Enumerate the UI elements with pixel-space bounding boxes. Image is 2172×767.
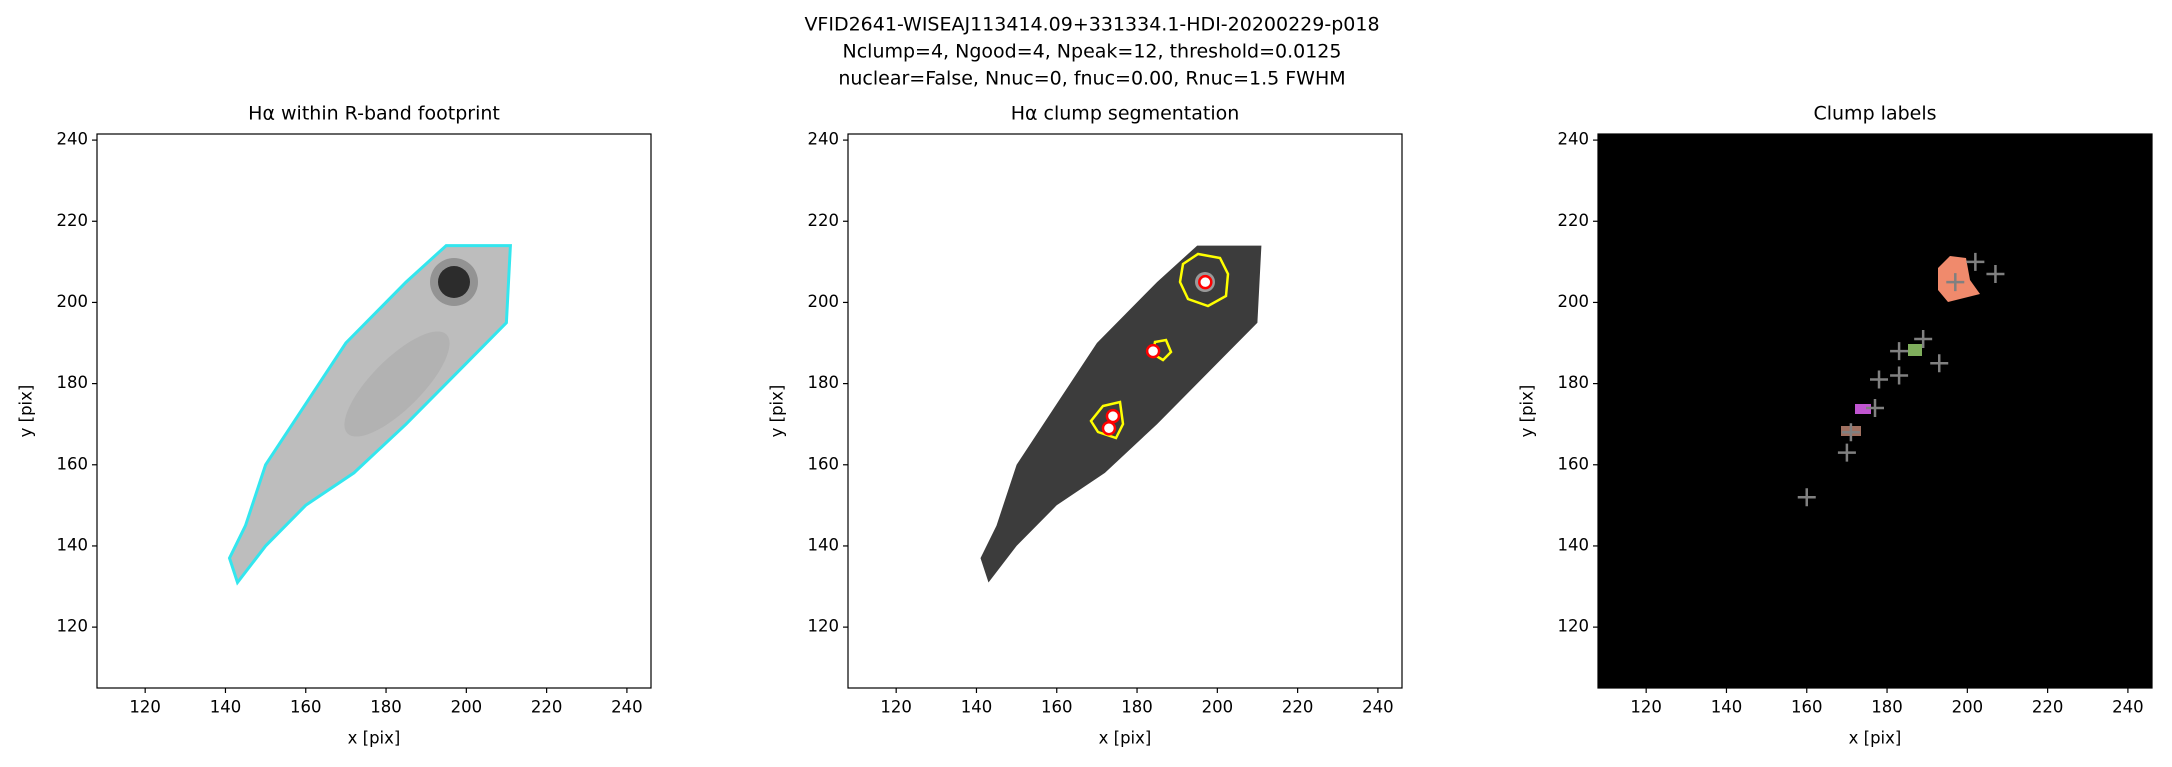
peak-marker [1797,488,1816,507]
x-tick-label: 140 [1711,698,1743,717]
axes-frame [1597,133,2153,689]
x-tick-label: 180 [1121,698,1153,717]
x-tick-label: 240 [1362,698,1394,717]
y-tick-label: 220 [57,211,89,230]
y-tick-label: 240 [57,130,89,149]
image [980,245,1262,583]
x-tick-label: 200 [451,698,483,717]
x-tick-label: 120 [880,698,912,717]
x-tick-label: 160 [1791,698,1823,717]
peak-marker [1930,354,1949,373]
y-tick-label: 180 [1558,373,1590,392]
x-axis-label: x [pix] [1849,729,1902,748]
y-tick-label: 220 [1558,211,1590,230]
y-tick-label: 140 [808,535,840,554]
x-axis-label: x [pix] [348,729,401,748]
y-tick-label: 160 [808,454,840,473]
x-tick-label: 160 [1041,698,1073,717]
y-tick-label: 200 [1558,292,1590,311]
y-tick-label: 240 [808,130,840,149]
clump-marker [1145,343,1161,359]
peak-marker [1914,329,1933,348]
y-tick-label: 160 [1558,454,1590,473]
peak-marker [1837,443,1856,462]
y-tick-label: 140 [1558,535,1590,554]
x-tick-label: 120 [1630,698,1662,717]
x-tick-label: 180 [1871,698,1903,717]
y-tick-label: 140 [57,535,89,554]
axes-title: Hα clump segmentation [1011,103,1240,125]
y-tick-label: 120 [808,617,840,636]
x-tick-label: 160 [290,698,322,717]
x-tick-label: 220 [2032,698,2064,717]
x-tick-label: 220 [1282,698,1314,717]
suptitle: VFID2641-WISEAJ113414.09+331334.1-HDI-20… [804,14,1379,36]
clump-marker [1101,420,1117,436]
x-tick-label: 140 [961,698,993,717]
suptitle: Nclump=4, Ngood=4, Npeak=12, threshold=0… [843,41,1342,63]
y-tick-label: 240 [1558,130,1590,149]
clump-marker [1105,408,1121,424]
peak-marker [1890,342,1909,361]
axes-frame [96,133,652,689]
x-tick-label: 140 [210,698,242,717]
peak-marker [1966,252,1985,271]
axes-title: Hα within R-band footprint [248,103,500,125]
y-tick-label: 180 [808,373,840,392]
peak-marker [1841,423,1860,442]
peak-marker [1986,265,2005,284]
y-tick-label: 160 [57,454,89,473]
y-tick-label: 200 [57,292,89,311]
x-tick-label: 240 [2112,698,2144,717]
y-tick-label: 120 [57,617,89,636]
x-tick-label: 180 [370,698,402,717]
x-axis-label: x [pix] [1099,729,1152,748]
y-axis-label: y [pix] [1518,385,1537,438]
axes-title: Clump labels [1813,103,1936,125]
y-tick-label: 120 [1558,617,1590,636]
y-axis-label: y [pix] [17,385,36,438]
y-axis-label: y [pix] [768,385,787,438]
y-tick-label: 200 [808,292,840,311]
x-tick-label: 220 [531,698,563,717]
axes-frame [847,133,1403,689]
x-tick-label: 120 [129,698,161,717]
clump-marker [1198,274,1213,290]
peak-marker [1866,398,1884,417]
y-tick-label: 220 [808,211,840,230]
image [228,244,512,584]
peak-marker [1946,273,1965,292]
suptitle: nuclear=False, Nnuc=0, fnuc=0.00, Rnuc=1… [838,68,1345,90]
y-tick-label: 180 [57,373,89,392]
peak-marker [1870,370,1889,389]
peak-marker [1890,366,1909,385]
x-tick-label: 200 [1952,698,1984,717]
x-tick-label: 200 [1202,698,1234,717]
x-tick-label: 240 [611,698,643,717]
